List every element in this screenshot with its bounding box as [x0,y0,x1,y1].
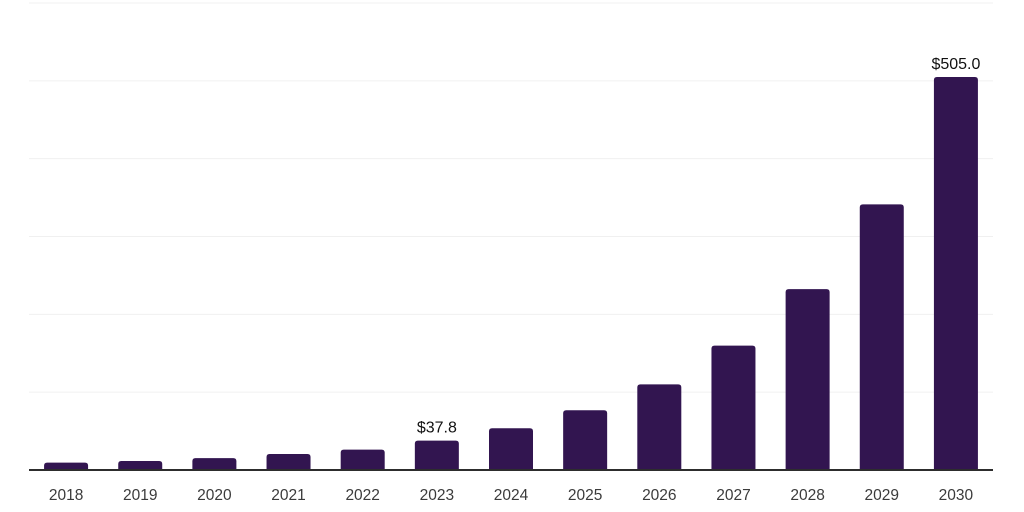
x-tick-label-2019: 2019 [123,487,157,504]
bar-2019 [118,461,163,470]
x-tick-label-2023: 2023 [420,487,454,504]
x-tick-label-2024: 2024 [494,487,529,504]
bar-2022 [340,449,385,470]
bar-2024 [489,428,533,470]
x-tick-label-2030: 2030 [939,487,974,504]
bar-2025 [563,410,608,470]
bar-2020 [192,458,237,470]
x-tick-label-2027: 2027 [716,487,750,504]
value-label-2023: $37.8 [417,420,457,437]
bar-2027 [711,345,756,470]
x-tick-label-2028: 2028 [790,487,824,504]
x-tick-label-2026: 2026 [642,487,676,504]
bar-2028 [785,289,830,470]
x-tick-label-2018: 2018 [49,487,83,504]
x-tick-label-2025: 2025 [568,487,602,504]
x-tick-label-2020: 2020 [197,487,232,504]
x-tick-label-2021: 2021 [271,487,305,504]
bar-2018 [44,462,89,470]
x-tick-label-2022: 2022 [345,487,379,504]
value-label-2030: $505.0 [931,56,980,73]
bar-2026 [637,384,682,470]
x-tick-label-2029: 2029 [865,487,899,504]
bar-2023 [414,440,459,470]
bar-2030 [933,76,978,471]
bar-2029 [859,204,904,470]
bar-2021 [266,454,311,470]
